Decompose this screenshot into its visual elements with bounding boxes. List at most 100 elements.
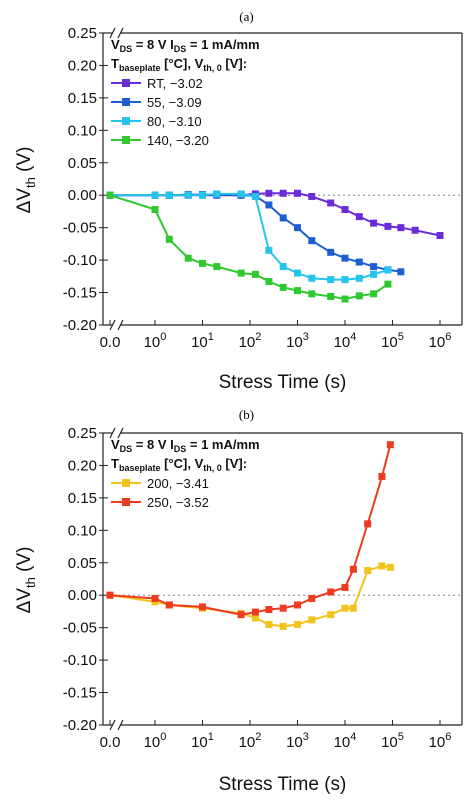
x-tick-label: 102: [239, 731, 262, 751]
data-point: [199, 259, 206, 267]
data-point: [327, 276, 335, 284]
x-tick-label: 106: [429, 731, 452, 751]
legend-entry: 55, −3.09: [111, 95, 202, 110]
x-axis-title: Stress Time (s): [219, 372, 347, 393]
y-tick-label: 0.20: [68, 57, 97, 74]
data-point: [265, 246, 273, 254]
axis-break-mark: [109, 319, 124, 331]
y-tick-label: -0.20: [63, 317, 97, 334]
data-point: [370, 290, 378, 298]
y-tick-label: -0.10: [63, 252, 97, 269]
data-point: [213, 190, 221, 198]
data-point: [294, 224, 301, 232]
legend-header: Tbaseplate [°C], Vth, 0 [V]:: [111, 456, 247, 473]
x-tick-label: 0.0: [100, 734, 121, 751]
x-tick-label: 105: [381, 331, 404, 351]
y-tick-label: -0.10: [63, 652, 97, 669]
chart-panel-b: (b) 0.25 0.20 0.15 0.10 0.05 0.00 -0.05 -0.10 -0.…: [14, 407, 463, 795]
y-tick-label: 0.15: [68, 90, 97, 107]
data-point: [308, 594, 316, 602]
data-point: [237, 611, 245, 619]
data-point: [165, 191, 173, 199]
data-point: [386, 563, 394, 571]
data-point: [378, 562, 386, 570]
data-point: [265, 189, 273, 197]
data-point: [106, 191, 114, 199]
data-point: [397, 224, 405, 232]
data-point: [279, 283, 287, 291]
axis-break-mark: [109, 719, 124, 731]
data-point: [370, 263, 378, 271]
y-tick-label: -0.05: [63, 620, 97, 637]
data-point: [151, 594, 159, 602]
data-point: [294, 189, 301, 197]
y-tick-label: -0.15: [63, 285, 97, 302]
series-1: [106, 441, 394, 619]
legend-entry: 80, −3.10: [111, 114, 202, 129]
y-axis-title: ΔVth (V): [14, 547, 38, 614]
data-point: [327, 588, 335, 596]
data-point: [341, 254, 349, 262]
y-tick-label: -0.15: [63, 685, 97, 702]
data-point: [279, 263, 287, 271]
chart-panel-a: (a) 0.25 0.20 0.15 0.10 0.05 0.00 -0.05 -0.10 -0.…: [14, 9, 463, 393]
x-tick-label: 102: [239, 331, 262, 351]
series-3: [106, 191, 392, 303]
y-tick-label: 0.00: [68, 187, 97, 204]
data-point: [165, 601, 173, 609]
data-point: [384, 266, 392, 274]
x-tick-label: 0.0: [100, 334, 121, 351]
panel-label: (b): [239, 407, 254, 422]
legend-swatch-marker: [122, 79, 130, 87]
legend-label: 200, −3.41: [147, 476, 209, 491]
series-2: [106, 190, 392, 284]
data-point: [355, 274, 363, 282]
data-point: [355, 258, 363, 266]
data-point: [184, 191, 192, 199]
data-point: [327, 611, 335, 619]
y-tick-label: 0.20: [68, 457, 97, 474]
y-tick-label: -0.20: [63, 717, 97, 734]
x-tick-label: 103: [286, 331, 309, 351]
data-point: [436, 231, 444, 239]
data-point: [308, 237, 316, 245]
legend-swatch-marker: [122, 136, 130, 144]
data-point: [355, 292, 363, 300]
data-point: [106, 591, 114, 599]
data-point: [341, 583, 349, 591]
data-point: [411, 226, 419, 234]
data-point: [294, 269, 301, 277]
data-point: [199, 191, 206, 199]
data-point: [151, 191, 159, 199]
y-tick-label: 0.00: [68, 587, 97, 604]
legend-swatch-marker: [122, 498, 130, 506]
data-point: [151, 205, 159, 213]
y-tick-label: 0.05: [68, 555, 97, 572]
data-point: [251, 614, 259, 622]
data-point: [364, 567, 372, 575]
data-point: [213, 263, 221, 271]
legend-swatch-marker: [122, 479, 130, 487]
y-axis-title: ΔVth (V): [14, 147, 38, 214]
legend-label: 250, −3.52: [147, 495, 209, 510]
data-point: [265, 605, 273, 613]
data-point: [341, 295, 349, 303]
data-point: [327, 292, 335, 300]
data-point: [370, 219, 378, 227]
data-point: [384, 222, 392, 230]
data-point: [341, 604, 349, 612]
data-point: [364, 520, 372, 528]
axis-break-mark: [109, 427, 124, 439]
legend-label: 55, −3.09: [147, 95, 202, 110]
data-point: [265, 620, 273, 628]
x-tick-label: 100: [144, 731, 167, 751]
data-point: [294, 601, 301, 609]
legend-entry: RT, −3.02: [111, 76, 203, 91]
x-tick-label: 104: [334, 331, 357, 351]
data-point: [308, 616, 316, 624]
data-point: [341, 205, 349, 213]
y-tick-label: 0.25: [68, 425, 97, 442]
data-point: [378, 472, 386, 480]
data-point: [237, 190, 245, 198]
